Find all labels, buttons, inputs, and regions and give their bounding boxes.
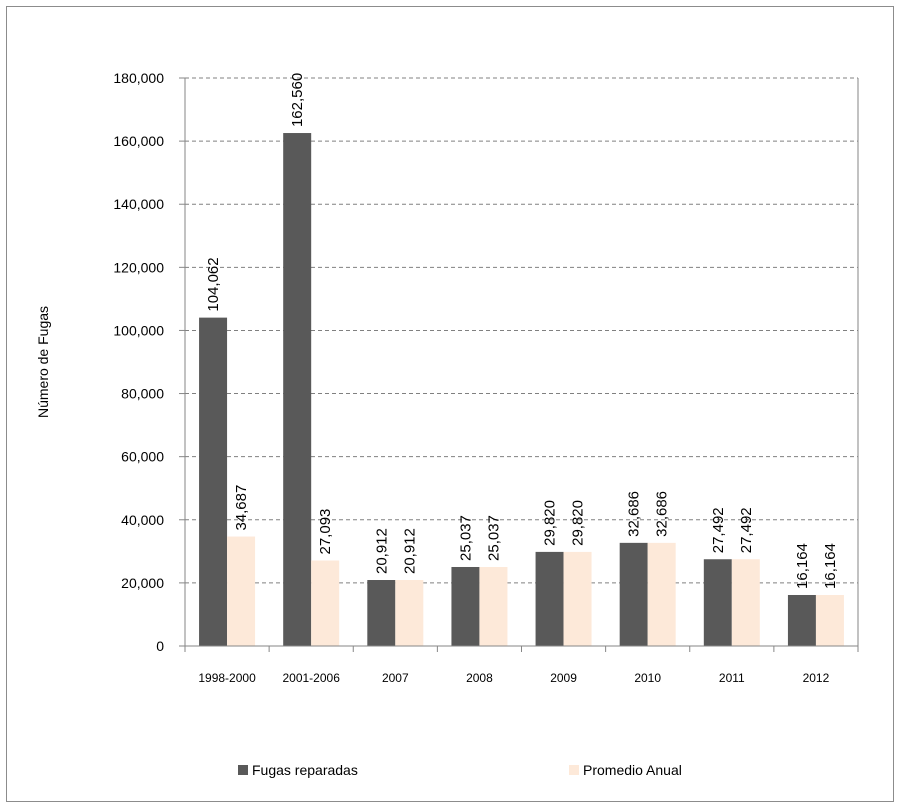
bar-fugas-reparadas <box>367 580 396 646</box>
bar-promedio-anual <box>395 580 424 646</box>
bar-fugas-reparadas <box>787 594 816 646</box>
x-tick-label: 2012 <box>803 671 830 685</box>
legend-label-fugas-reparadas: Fugas reparadas <box>252 762 358 778</box>
bar-promedio-anual <box>563 551 592 646</box>
bar-fugas-reparadas <box>703 559 732 646</box>
bar-promedio-anual <box>731 559 760 646</box>
data-label-promedio-anual: 27,492 <box>738 507 755 553</box>
x-tick-label: 1998-2000 <box>198 671 256 685</box>
y-tick-labels: 0 20,000 40,000 60,000 80,000 100,000 120,000 1… <box>113 70 164 654</box>
data-label-promedio-anual: 29,820 <box>570 500 587 546</box>
bar-promedio-anual <box>647 542 676 646</box>
data-label-fugas-reparadas: 16,164 <box>794 543 811 589</box>
y-tick-label: 60,000 <box>121 449 164 465</box>
bar-fugas-reparadas <box>451 566 480 646</box>
data-label-promedio-anual: 16,164 <box>822 543 839 589</box>
bars <box>199 133 844 646</box>
y-tick-label: 20,000 <box>121 575 164 591</box>
data-label-fugas-reparadas: 27,492 <box>710 507 727 553</box>
data-label-promedio-anual: 32,686 <box>654 491 671 537</box>
data-label-fugas-reparadas: 20,912 <box>373 528 390 574</box>
y-tick-label: 160,000 <box>113 133 164 149</box>
bar-fugas-reparadas <box>199 317 228 646</box>
y-tick-label: 0 <box>156 638 164 654</box>
data-label-fugas-reparadas: 29,820 <box>542 500 559 546</box>
data-label-fugas-reparadas: 104,062 <box>205 257 222 311</box>
y-tick-label: 80,000 <box>121 386 164 402</box>
legend-swatch-promedio-anual <box>569 765 579 775</box>
x-tick-labels: 1998-2000 2001-2006 2007 2008 2009 2010 2011 20… <box>184 646 859 685</box>
data-labels: 104,062 34,687 162,560 27,093 20,912 20,912 25… <box>205 73 839 589</box>
y-tick-label: 140,000 <box>113 196 164 212</box>
bar-fugas-reparadas <box>283 133 312 646</box>
x-tick-label: 2008 <box>466 671 493 685</box>
bar-promedio-anual <box>815 594 844 646</box>
data-label-fugas-reparadas: 25,037 <box>457 515 474 561</box>
data-label-fugas-reparadas: 162,560 <box>289 73 306 127</box>
x-tick-label: 2009 <box>550 671 577 685</box>
y-axis-title: Número de Fugas <box>35 306 51 418</box>
legend: Fugas reparadas Promedio Anual <box>238 762 682 778</box>
data-label-fugas-reparadas: 32,686 <box>626 491 643 537</box>
x-tick-label: 2001-2006 <box>282 671 340 685</box>
data-label-promedio-anual: 25,037 <box>485 515 502 561</box>
y-tick-label: 180,000 <box>113 70 164 86</box>
y-tick-label: 120,000 <box>113 259 164 275</box>
x-tick-label: 2010 <box>634 671 661 685</box>
bar-promedio-anual <box>227 536 256 646</box>
y-tick-label: 40,000 <box>121 512 164 528</box>
bar-fugas-reparadas <box>619 542 648 646</box>
x-tick-label: 2011 <box>719 671 745 685</box>
legend-swatch-fugas-reparadas <box>238 765 248 775</box>
chart-frame <box>6 6 894 802</box>
bar-promedio-anual <box>311 560 340 646</box>
bar-fugas-reparadas <box>535 551 564 646</box>
data-label-promedio-anual: 34,687 <box>233 485 250 531</box>
legend-label-promedio-anual: Promedio Anual <box>583 762 682 778</box>
bar-promedio-anual <box>479 566 508 646</box>
x-tick-label: 2007 <box>382 671 409 685</box>
y-tick-label: 100,000 <box>113 322 164 338</box>
data-label-promedio-anual: 20,912 <box>401 528 418 574</box>
data-label-promedio-anual: 27,093 <box>317 509 334 555</box>
